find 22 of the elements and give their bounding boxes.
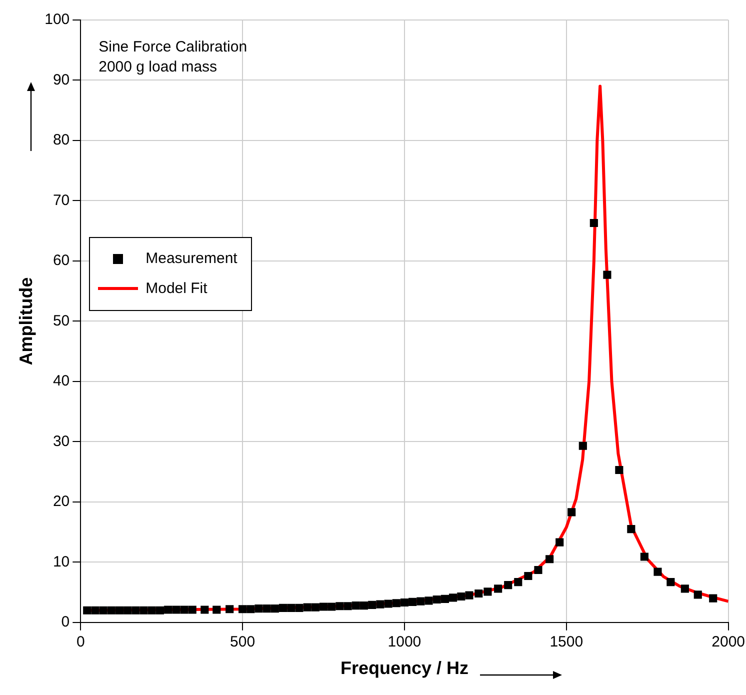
x-tick-label: 2000 <box>712 634 746 651</box>
x-axis-title: Frequency / Hz <box>340 658 468 678</box>
x-tick-label: 1500 <box>550 634 584 651</box>
legend-label: Model Fit <box>146 280 208 298</box>
annotation: Sine Force Calibration <box>98 38 248 56</box>
y-tick-label: 70 <box>52 192 70 209</box>
y-tick-label: 90 <box>52 71 70 88</box>
y-tick-label: 10 <box>52 553 70 570</box>
legend-label: Measurement <box>146 250 238 268</box>
y-tick-label: 20 <box>52 493 70 510</box>
y-tick-label: 50 <box>52 312 70 330</box>
y-tick-label: 40 <box>52 372 70 390</box>
y-tick-label: 30 <box>52 432 70 450</box>
y-tick-label: 80 <box>52 132 70 149</box>
y-tick-label: 60 <box>52 252 70 270</box>
y-axis-title: Amplitude <box>16 277 36 366</box>
y-tick-label: 0 <box>61 614 70 631</box>
x-tick-label: 0 <box>76 634 85 651</box>
annotation: 2000 g load mass <box>98 58 218 76</box>
x-tick-label: 1000 <box>388 634 422 651</box>
x-tick-label: 500 <box>230 634 256 651</box>
y-tick-label: 100 <box>44 11 70 28</box>
